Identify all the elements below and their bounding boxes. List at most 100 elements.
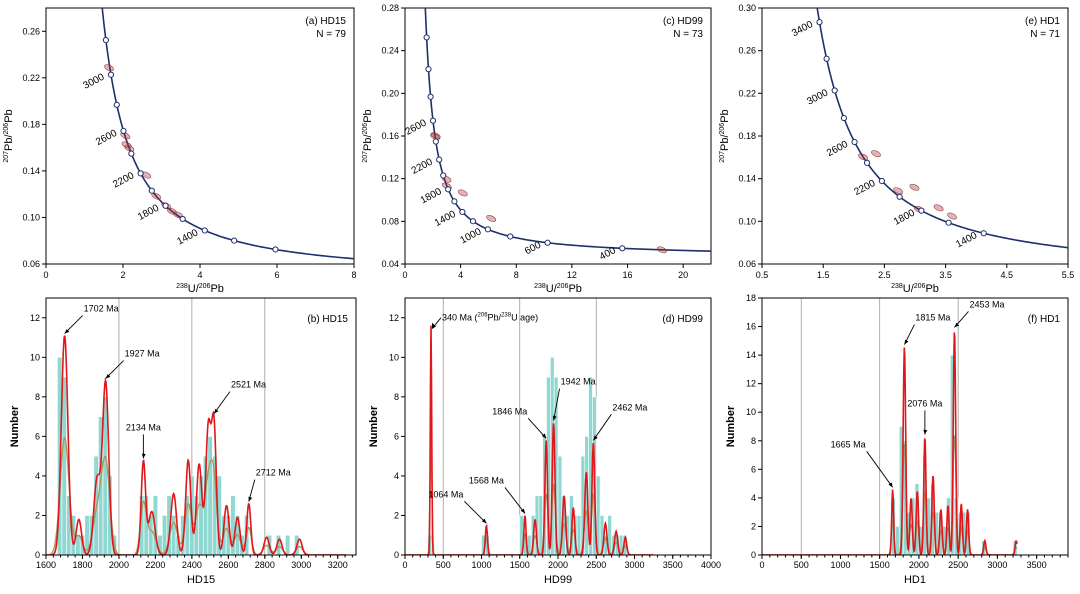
y-axis-end: Pb <box>719 109 731 122</box>
x-axis-end: Pb <box>568 283 581 295</box>
age-marker <box>436 156 443 163</box>
x-tick-label: 5.5 <box>1062 270 1075 280</box>
x-axis-title: HD15 <box>187 574 215 586</box>
age-marker <box>451 198 458 205</box>
plot-area <box>816 8 1068 249</box>
x-tick-label: 1800 <box>72 560 92 570</box>
age-marker <box>469 218 477 225</box>
age-marker <box>432 138 439 145</box>
y-tick-label: 2 <box>394 510 399 520</box>
x-tick-label: 4000 <box>701 560 721 570</box>
peak-label: 1665 Ma <box>831 439 866 449</box>
annotation-arrowhead <box>904 339 909 345</box>
plot-area <box>405 325 654 555</box>
y-tick-label: 0.14 <box>22 166 40 176</box>
y-tick-label: 0.12 <box>381 174 399 184</box>
age-marker <box>878 177 885 185</box>
data-ellipse <box>909 183 920 191</box>
plot-frame <box>761 7 1069 265</box>
x-axis-sup: 238 <box>176 283 188 290</box>
x-axis-title: 238U/206Pb <box>891 283 939 295</box>
x-tick-label: 1600 <box>36 560 56 570</box>
y-tick-label: 0.22 <box>22 73 40 83</box>
n-label: N = 79 <box>316 29 346 40</box>
x-tick-label: 2400 <box>182 560 202 570</box>
y-tick-label: 6 <box>751 464 756 474</box>
age-label: 2600 <box>404 117 429 137</box>
data-ellipse <box>430 133 440 140</box>
peak-label: 2134 Ma <box>126 422 161 432</box>
histogram-bar <box>75 534 81 555</box>
y-axis-main: Pb/ <box>719 134 731 151</box>
y-axis-sup: 206 <box>719 123 726 135</box>
age-label: 1800 <box>419 186 444 206</box>
y-tick-label: 0.26 <box>738 46 756 56</box>
histogram-bar <box>285 534 291 555</box>
y-axis-title: 207Pb/206Pb <box>719 109 731 162</box>
x-tick-label: 1000 <box>830 560 850 570</box>
x-axis-sup: 206 <box>914 283 926 290</box>
peak-label: 2453 Ma <box>969 299 1004 309</box>
x-tick-label: 0.5 <box>756 270 769 280</box>
panel-label: (c) HD99 <box>663 16 703 27</box>
y-tick-label: 0 <box>35 550 40 560</box>
annotation-arrowhead <box>888 482 893 488</box>
x-axis-title: 238U/206Pb <box>534 283 582 295</box>
x-tick-label: 3.5 <box>939 270 952 280</box>
x-tick-label: 0 <box>402 560 407 570</box>
panel-label: (b) HD15 <box>307 314 348 325</box>
y-axis-title: 207Pb/206Pb <box>362 109 374 162</box>
x-axis-sup: 206 <box>557 283 569 290</box>
y-axis-main: Pb/ <box>362 134 374 151</box>
peak-label: 1568 Ma <box>469 475 504 485</box>
age-label: 1400 <box>433 209 458 229</box>
annotation-arrow <box>866 451 894 488</box>
annotation-arrowhead <box>593 435 598 441</box>
plot-area <box>46 335 347 555</box>
y-axis-end: Pb <box>3 109 15 122</box>
y-tick-label: 12 <box>30 313 40 323</box>
y-tick-label: 18 <box>746 293 756 303</box>
x-axis-title: HD99 <box>544 574 572 586</box>
y-axis-title: Number <box>368 405 380 447</box>
x-tick-label: 2000 <box>109 560 129 570</box>
annotation-arrowhead <box>432 322 437 329</box>
y-tick-label: 0.18 <box>738 131 756 141</box>
histogram-bar <box>171 515 177 555</box>
y-tick-label: 0.18 <box>22 119 40 129</box>
annotation-arrowhead <box>541 433 547 439</box>
age-marker <box>980 230 987 237</box>
age-label: 2600 <box>94 128 119 148</box>
annotation-arrowhead <box>923 429 928 435</box>
y-tick-label: 8 <box>394 392 399 402</box>
plot-area <box>422 0 711 254</box>
y-axis-sup: 206 <box>3 123 10 135</box>
age-marker <box>107 71 115 78</box>
age-marker <box>113 101 120 108</box>
y-tick-label: 0.26 <box>22 26 40 36</box>
plot-area <box>762 332 1018 555</box>
x-axis-sup: 238 <box>891 283 903 290</box>
age-marker <box>816 19 823 26</box>
age-marker <box>272 246 279 253</box>
age-marker <box>179 215 186 223</box>
x-tick-label: 2000 <box>548 560 568 570</box>
x-tick-label: 1000 <box>471 560 491 570</box>
data-ellipse <box>124 144 135 152</box>
concordia-panel-a: 0 2 4 6 8 0.06 0.10 0.14 0.18 0.22 0.26 3000 2600 220… <box>3 7 357 295</box>
age-marker <box>231 237 238 244</box>
age-label: 1800 <box>136 203 161 223</box>
age-marker <box>422 0 427 3</box>
y-axis-title: 207Pb/206Pb <box>3 109 15 162</box>
annotation-arrowhead <box>520 508 525 514</box>
histogram-bar <box>61 376 67 555</box>
note-mid: Pb/ <box>488 313 502 323</box>
peak-label: 1942 Ma <box>561 377 596 387</box>
plot-frame <box>404 7 712 265</box>
y-tick-label: 2 <box>751 521 756 531</box>
y-tick-label: 10 <box>30 352 40 362</box>
data-ellipse <box>166 207 177 215</box>
panel-label: (e) HD1 <box>1025 16 1060 27</box>
age-marker <box>201 227 208 234</box>
x-tick-label: 0 <box>402 270 407 280</box>
